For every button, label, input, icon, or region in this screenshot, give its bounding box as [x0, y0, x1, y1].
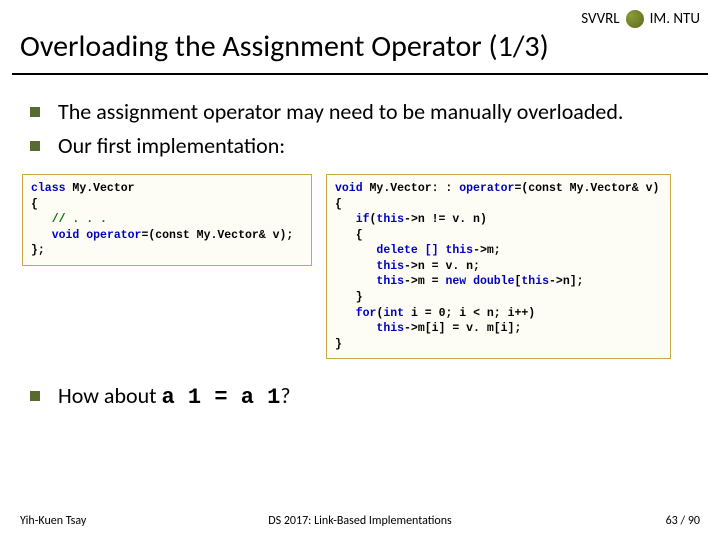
- code-text: My.Vector: :: [363, 182, 460, 195]
- page-total: 90: [688, 514, 700, 528]
- code-text: ->n = v. n;: [404, 260, 480, 273]
- code-box-right: void My.Vector: : operator=(const My.Vec…: [326, 174, 671, 359]
- kw-new: new: [445, 275, 466, 288]
- code-text: =(const My.Vector& v);: [141, 229, 293, 242]
- code-text: }: [335, 338, 342, 351]
- code-text: ->n];: [549, 275, 584, 288]
- code-text: =(const My.Vector& v): [514, 182, 659, 195]
- kw-this: this: [376, 322, 404, 335]
- footer-author: Yih-Kuen Tsay: [20, 514, 86, 528]
- code-text: [335, 213, 356, 226]
- kw-if: if: [356, 213, 370, 226]
- code-text: ->n != v. n): [404, 213, 487, 226]
- question-suffix: ?: [280, 382, 290, 409]
- bullet-square-icon: [30, 391, 40, 401]
- code-text: [335, 322, 376, 335]
- header-imntu: IM. NTU: [650, 10, 700, 28]
- kw-this: this: [521, 275, 549, 288]
- kw-this: this: [376, 260, 404, 273]
- code-text: {: [31, 198, 38, 211]
- code-text: ->m;: [473, 244, 501, 257]
- bullet-1-text: The assignment operator may need to be m…: [58, 97, 623, 127]
- bullet-3-text: How about a 1 = a 1?: [58, 381, 291, 413]
- kw-delete: delete []: [376, 244, 438, 257]
- footer-course: DS 2017: Link-Based Implementations: [268, 514, 452, 528]
- slide-content: The assignment operator may need to be m…: [0, 75, 720, 413]
- bullet-1: The assignment operator may need to be m…: [30, 97, 690, 127]
- page-sep: /: [678, 514, 688, 528]
- bullet-2-text: Our first implementation:: [58, 131, 285, 161]
- code-row: class My.Vector { // . . . void operator…: [22, 174, 690, 359]
- bullet-square-icon: [30, 107, 40, 117]
- code-text: [335, 275, 376, 288]
- code-text: [335, 260, 376, 273]
- kw-this: this: [376, 275, 404, 288]
- kw-void: void: [52, 229, 80, 242]
- code-box-left: class My.Vector { // . . . void operator…: [22, 174, 312, 266]
- code-text: [335, 244, 376, 257]
- bullet-3: How about a 1 = a 1?: [30, 381, 690, 413]
- footer: Yih-Kuen Tsay DS 2017: Link-Based Implem…: [0, 514, 720, 528]
- code-text: [31, 229, 52, 242]
- code-text: };: [31, 244, 45, 257]
- header-svvrl: SVVRL: [581, 10, 619, 28]
- code-text: ->m[i] = v. m[i];: [404, 322, 521, 335]
- kw-double: double: [473, 275, 514, 288]
- kw-this: this: [445, 244, 473, 257]
- kw-class: class: [31, 182, 66, 195]
- code-text: [335, 307, 356, 320]
- footer-page: 63 / 90: [666, 514, 700, 528]
- code-text: {: [335, 198, 342, 211]
- code-text: {: [335, 229, 363, 242]
- code-text: My.Vector: [66, 182, 135, 195]
- code-text: i = 0; i < n; i++): [404, 307, 535, 320]
- kw-operator: operator: [86, 229, 141, 242]
- code-text: [31, 213, 52, 226]
- code-text: ->m =: [404, 275, 445, 288]
- question-prefix: How about: [58, 382, 162, 409]
- kw-int: int: [383, 307, 404, 320]
- page-current: 63: [666, 514, 678, 528]
- kw-operator: operator: [459, 182, 514, 195]
- kw-this: this: [376, 213, 404, 226]
- kw-comment: // . . .: [52, 213, 107, 226]
- logo-icon: [626, 10, 644, 28]
- question-code: a 1 = a 1: [162, 385, 281, 410]
- header-right: SVVRL IM. NTU: [581, 10, 700, 28]
- bullet-2: Our first implementation:: [30, 131, 690, 161]
- kw-void: void: [335, 182, 363, 195]
- bullet-square-icon: [30, 141, 40, 151]
- code-text: }: [335, 291, 363, 304]
- kw-for: for: [356, 307, 377, 320]
